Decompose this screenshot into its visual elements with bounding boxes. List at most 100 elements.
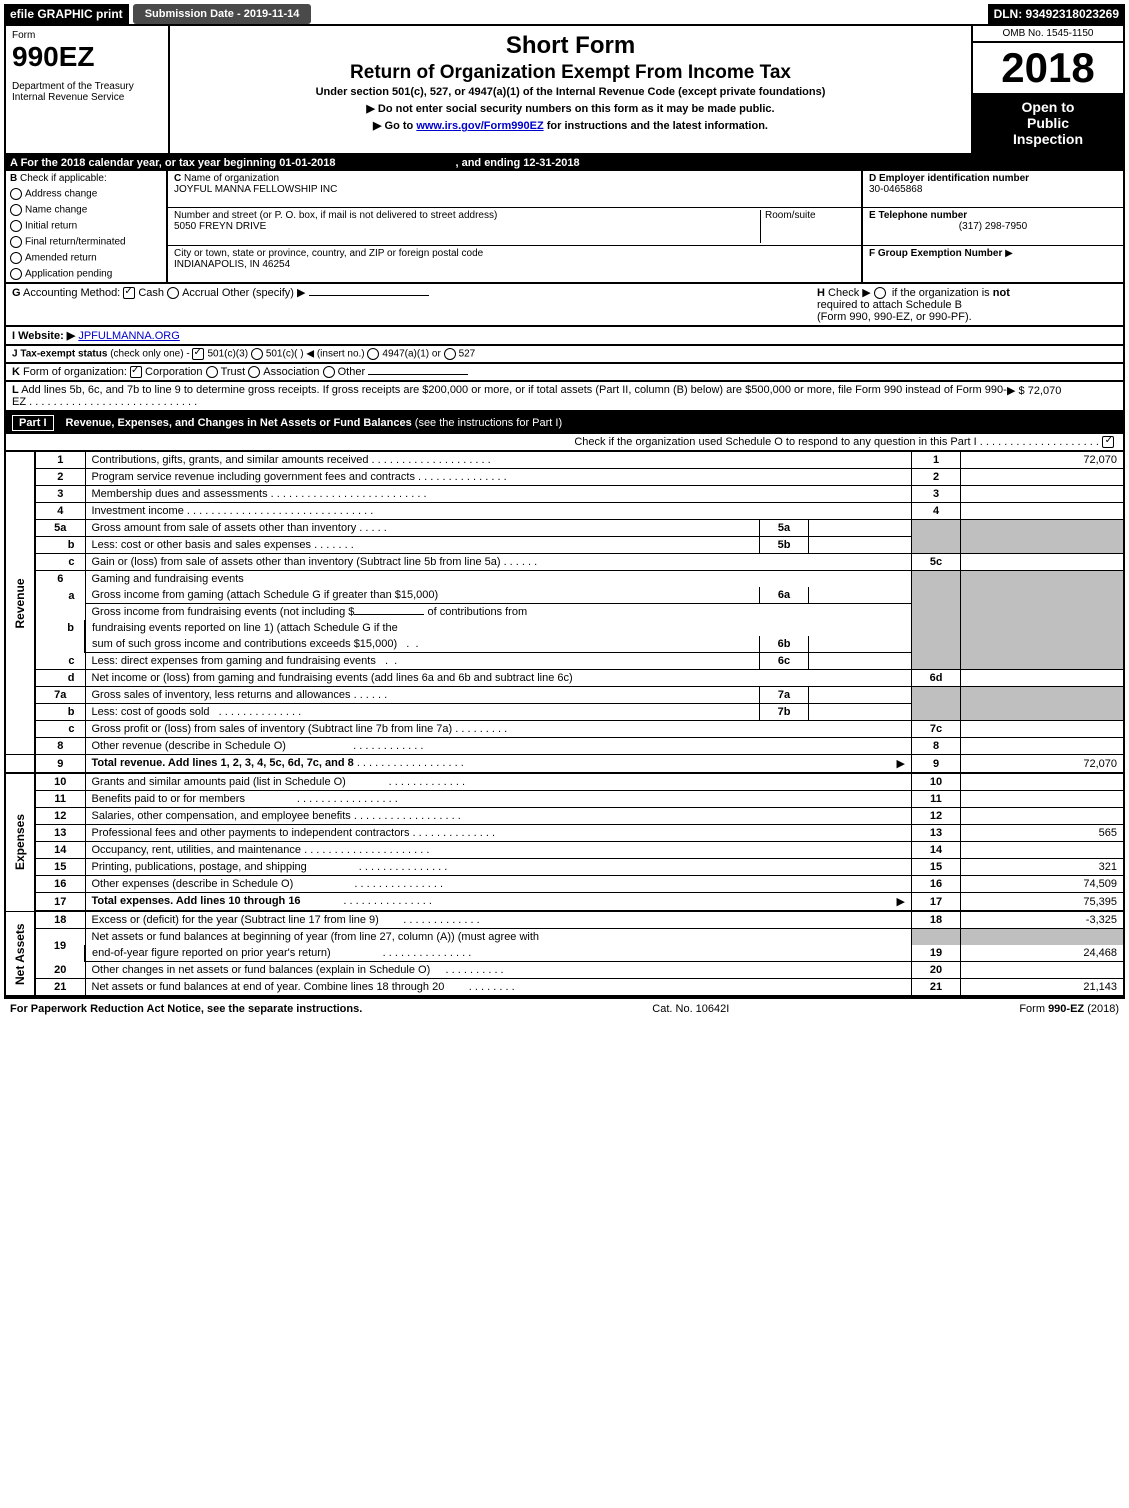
ln: 4 bbox=[35, 503, 85, 520]
ir: 6b bbox=[760, 636, 809, 653]
k-other-check[interactable] bbox=[323, 366, 335, 378]
website-link[interactable]: JPFULMANNA.ORG bbox=[78, 330, 179, 342]
a bbox=[961, 791, 1125, 808]
d: Investment income bbox=[92, 505, 184, 517]
ln: c bbox=[35, 721, 85, 738]
ln: 15 bbox=[35, 859, 85, 876]
d: Total revenue. Add lines 1, 2, 3, 4, 5c,… bbox=[92, 757, 354, 769]
d: Contributions, gifts, grants, and simila… bbox=[92, 454, 369, 466]
d: Grants and similar amounts paid (list in… bbox=[92, 776, 346, 788]
accrual-check[interactable] bbox=[167, 287, 179, 299]
initial-return-check[interactable] bbox=[10, 220, 22, 232]
omb-number: OMB No. 1545-1150 bbox=[973, 26, 1123, 43]
h-check[interactable] bbox=[874, 287, 886, 299]
r: 6d bbox=[912, 670, 961, 687]
r: 5c bbox=[912, 554, 961, 571]
table-row: Net Assets 18 Excess or (deficit) for th… bbox=[5, 911, 1124, 929]
revenue-tab: Revenue bbox=[5, 452, 35, 755]
ln: 2 bbox=[35, 469, 85, 486]
table-row: 19 Net assets or fund balances at beginn… bbox=[5, 929, 1124, 946]
name-change-check[interactable] bbox=[10, 204, 22, 216]
period-end: , and ending 12-31-2018 bbox=[455, 157, 579, 169]
city-value: INDIANAPOLIS, IN 46254 bbox=[174, 259, 290, 270]
period-start: A For the 2018 calendar year, or tax yea… bbox=[10, 157, 335, 169]
ln: b bbox=[35, 604, 85, 653]
room-suite-label: Room/suite bbox=[760, 210, 855, 242]
iv bbox=[809, 636, 912, 653]
ln: b bbox=[35, 537, 85, 554]
part1-check[interactable] bbox=[1102, 436, 1114, 448]
d: Less: direct expenses from gaming and fu… bbox=[92, 655, 376, 667]
ln: d bbox=[35, 670, 85, 687]
ln: 5a bbox=[35, 520, 85, 537]
a bbox=[961, 738, 1125, 755]
amended-return-check[interactable] bbox=[10, 252, 22, 264]
c-name-label: Name of organization bbox=[184, 173, 279, 184]
gray-cell bbox=[912, 620, 961, 636]
a: 75,395 bbox=[961, 893, 1125, 912]
table-row: d Net income or (loss) from gaming and f… bbox=[5, 670, 1124, 687]
d: Gross profit or (loss) from sales of inv… bbox=[92, 723, 453, 735]
table-row: Expenses 10 Grants and similar amounts p… bbox=[5, 773, 1124, 791]
j-501c3-check[interactable] bbox=[192, 348, 204, 360]
r: 20 bbox=[912, 962, 961, 979]
gray-cell bbox=[912, 537, 961, 554]
d: Program service revenue including govern… bbox=[92, 471, 415, 483]
submission-date-button[interactable]: Submission Date - 2019-11-14 bbox=[133, 4, 312, 24]
k-trust-check[interactable] bbox=[206, 366, 218, 378]
footer-right: Form 990-EZ (2018) bbox=[1019, 1003, 1119, 1015]
data-table: Revenue 1 Contributions, gifts, grants, … bbox=[4, 452, 1125, 997]
inspection-box: Open to Public Inspection bbox=[973, 93, 1123, 153]
ir: 5a bbox=[760, 520, 809, 537]
l-text: Add lines 5b, 6c, and 7b to line 9 to de… bbox=[12, 384, 1007, 408]
k-assoc-check[interactable] bbox=[248, 366, 260, 378]
l-label: L bbox=[12, 384, 19, 396]
a bbox=[961, 670, 1125, 687]
gray-cell bbox=[961, 687, 1125, 704]
ein-value: 30-0465868 bbox=[869, 184, 922, 195]
gray-cell bbox=[961, 636, 1125, 653]
d: Excess or (deficit) for the year (Subtra… bbox=[92, 914, 379, 926]
final-return-check[interactable] bbox=[10, 236, 22, 248]
opt-pending: Application pending bbox=[25, 269, 112, 280]
ln: 13 bbox=[35, 825, 85, 842]
h-not: not bbox=[993, 287, 1010, 299]
j-4947-check[interactable] bbox=[367, 348, 379, 360]
irs-link[interactable]: www.irs.gov/Form990EZ bbox=[416, 120, 543, 132]
d: Gross amount from sale of assets other t… bbox=[92, 522, 357, 534]
j-501c-check[interactable] bbox=[251, 348, 263, 360]
address-change-check[interactable] bbox=[10, 188, 22, 200]
ir: 6c bbox=[760, 653, 809, 670]
street-label: Number and street (or P. O. box, if mail… bbox=[174, 210, 497, 221]
gray-cell bbox=[912, 604, 961, 621]
table-row: 9 Total revenue. Add lines 1, 2, 3, 4, 5… bbox=[5, 755, 1124, 774]
k-corp-check[interactable] bbox=[130, 366, 142, 378]
opt-initial: Initial return bbox=[25, 221, 77, 232]
j-opt1: 501(c)(3) bbox=[207, 349, 248, 360]
r: 9 bbox=[912, 755, 961, 774]
part1-sub: (see the instructions for Part I) bbox=[415, 417, 562, 429]
gray-cell bbox=[961, 587, 1125, 604]
a: 24,468 bbox=[961, 945, 1125, 962]
expenses-tab: Expenses bbox=[5, 773, 35, 911]
d: Gross income from gaming (attach Schedul… bbox=[92, 589, 439, 601]
d: Net income or (loss) from gaming and fun… bbox=[92, 672, 573, 684]
cash-check[interactable] bbox=[123, 287, 135, 299]
ln: 16 bbox=[35, 876, 85, 893]
j-sub: (check only one) - bbox=[110, 349, 189, 360]
part1-check-text: Check if the organization used Schedule … bbox=[574, 436, 976, 448]
application-pending-check[interactable] bbox=[10, 268, 22, 280]
efile-label[interactable]: efile GRAPHIC print bbox=[4, 4, 129, 24]
g-label: G bbox=[12, 287, 21, 299]
r: 4 bbox=[912, 503, 961, 520]
revenue-tab-end bbox=[5, 755, 35, 774]
line-g-h: G Accounting Method: Cash Accrual Other … bbox=[4, 284, 1125, 327]
d: Net assets or fund balances at end of ye… bbox=[92, 981, 445, 993]
d: Other expenses (describe in Schedule O) bbox=[92, 878, 294, 890]
a bbox=[961, 554, 1125, 571]
a bbox=[961, 721, 1125, 738]
a: 565 bbox=[961, 825, 1125, 842]
d: Net assets or fund balances at beginning… bbox=[92, 931, 540, 943]
a: 21,143 bbox=[961, 979, 1125, 997]
j-527-check[interactable] bbox=[444, 348, 456, 360]
